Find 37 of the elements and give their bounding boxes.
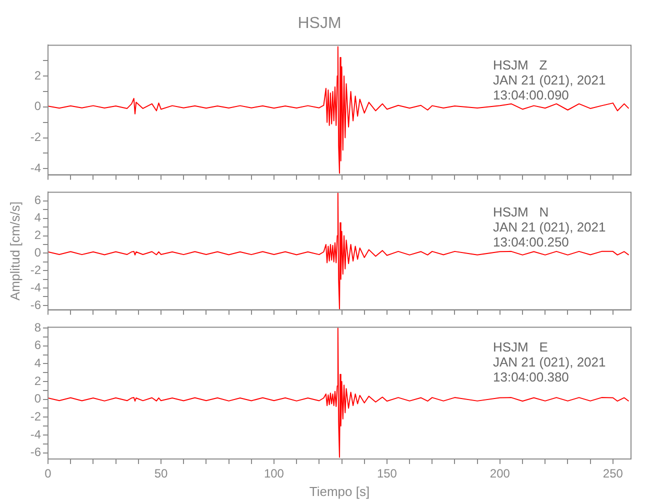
y-tick-label: 2 <box>34 228 42 242</box>
x-axis-title: Tiempo [s] <box>309 484 370 499</box>
y-tick-label: -4 <box>30 280 42 294</box>
y-axis-title: Amplitud [cm/s/s] <box>7 202 22 300</box>
annotation: HSJM E <box>493 339 548 354</box>
y-tick-label: -2 <box>30 130 42 144</box>
annotation: JAN 21 (021), 2021 <box>493 354 606 370</box>
y-tick-label: 0 <box>34 392 42 406</box>
y-tick-label: 6 <box>34 193 42 208</box>
x-tick-label: 250 <box>602 466 624 481</box>
x-tick-label: 0 <box>44 466 52 481</box>
chart-title: HSJM <box>298 15 342 32</box>
x-tick-label: 200 <box>490 466 510 481</box>
annotation: 13:04:00.090 <box>493 87 569 102</box>
y-tick-label: 2 <box>34 68 42 82</box>
annotation: 13:04:00.250 <box>493 234 569 250</box>
x-tick-label: 100 <box>264 466 284 481</box>
y-tick-label: 0 <box>34 99 42 114</box>
y-tick-label: -2 <box>30 409 42 424</box>
y-tick-label: 2 <box>34 374 42 388</box>
annotation: JAN 21 (021), 2021 <box>493 72 606 88</box>
y-tick-label: -6 <box>30 298 42 312</box>
y-tick-label: -4 <box>30 427 42 442</box>
annotation: JAN 21 (021), 2021 <box>493 219 606 234</box>
y-tick-label: 0 <box>34 245 42 260</box>
y-tick-label: 4 <box>34 356 42 370</box>
y-tick-label: -2 <box>30 262 42 277</box>
annotation: 13:04:00.380 <box>493 369 569 384</box>
annotation: HSJM Z <box>493 57 548 72</box>
y-tick-label: -4 <box>30 160 42 175</box>
y-tick-label: -6 <box>30 445 42 460</box>
y-tick-label: 4 <box>34 210 42 225</box>
x-tick-label: 50 <box>154 466 168 481</box>
y-tick-label: 8 <box>34 320 42 334</box>
y-tick-label: 6 <box>34 338 42 352</box>
x-tick-label: 150 <box>376 466 398 481</box>
annotation: HSJM N <box>493 204 549 220</box>
